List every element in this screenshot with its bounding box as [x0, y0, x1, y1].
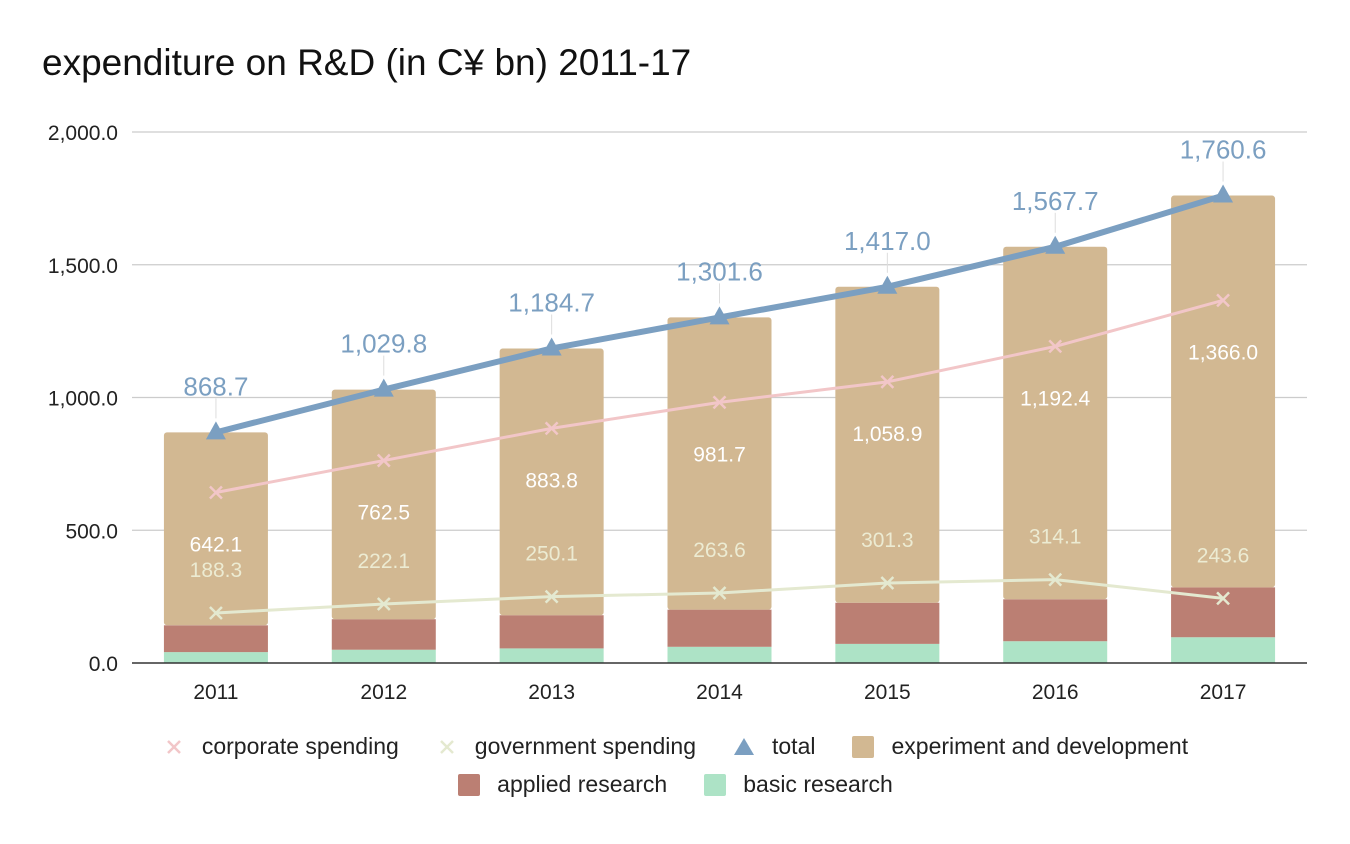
triangle-marker-icon [732, 735, 756, 759]
bar-experiment-and-development [835, 286, 940, 603]
legend-row-1: corporate spending government spending t… [0, 733, 1350, 760]
point-corporate-spending [376, 453, 391, 468]
data-label-total: 1,301.6 [676, 256, 763, 286]
point-corporate-spending [1048, 339, 1063, 354]
bar-basic-research [331, 649, 436, 663]
y-tick-label: 500.0 [65, 520, 118, 543]
bar-applied-research [835, 602, 940, 644]
data-label-corporate-spending: 1,366.0 [1188, 341, 1258, 364]
data-label-corporate-spending: 1,058.9 [852, 423, 922, 446]
bar-experiment-and-development [1003, 246, 1108, 600]
legend-row-2: applied research basic research [0, 771, 1350, 798]
data-label-government-spending: 314.1 [1029, 526, 1082, 549]
data-label-total: 1,567.7 [1012, 186, 1099, 216]
bar-basic-research [835, 643, 940, 663]
legend-item-experiment-and-development[interactable]: experiment and development [851, 733, 1188, 760]
y-tick-label: 0.0 [89, 653, 118, 676]
point-corporate-spending [712, 395, 727, 410]
x-tick-label: 2017 [1200, 681, 1247, 704]
square-marker-icon [457, 773, 481, 797]
legend-item-corporate-spending[interactable]: corporate spending [162, 733, 399, 760]
data-label-government-spending: 243.6 [1197, 544, 1250, 567]
y-tick-label: 2,000.0 [48, 122, 118, 145]
legend-label: applied research [497, 771, 668, 797]
bar-basic-research [1003, 641, 1108, 663]
x-tick-label: 2011 [193, 681, 238, 704]
legend-label: total [772, 733, 816, 759]
legend-label: basic research [743, 771, 893, 797]
bar-applied-research [499, 615, 604, 649]
bar-experiment-and-development [1171, 195, 1276, 588]
y-tick-label: 1,000.0 [48, 388, 118, 411]
x-tick-label: 2014 [696, 681, 743, 704]
data-label-corporate-spending: 642.1 [190, 534, 243, 557]
bar-applied-research [667, 609, 772, 647]
square-marker-icon [851, 735, 875, 759]
data-label-government-spending: 263.6 [693, 539, 746, 562]
legend-label: corporate spending [201, 733, 399, 759]
bar-applied-research [331, 619, 436, 650]
square-marker-icon [703, 773, 727, 797]
x-marker-icon [435, 735, 459, 759]
bar-basic-research [163, 652, 268, 663]
data-label-corporate-spending: 1,192.4 [1020, 387, 1090, 410]
bar-basic-research [1171, 637, 1276, 663]
data-label-total: 1,184.7 [508, 287, 595, 317]
x-tick-label: 2016 [1032, 681, 1079, 704]
bar-experiment-and-development [331, 389, 436, 620]
point-total [373, 378, 394, 397]
x-marker-icon [162, 735, 186, 759]
data-label-total: 1,417.0 [844, 226, 931, 256]
point-total [1213, 184, 1234, 203]
point-total [709, 306, 730, 325]
point-corporate-spending [1216, 293, 1230, 308]
bar-applied-research [163, 625, 268, 653]
data-label-corporate-spending: 762.5 [358, 502, 411, 525]
data-label-government-spending: 188.3 [190, 559, 243, 582]
point-total [541, 337, 562, 356]
data-label-total: 868.7 [183, 371, 248, 401]
point-total [205, 421, 226, 440]
legend-item-basic-research[interactable]: basic research [703, 771, 893, 798]
data-label-government-spending: 301.3 [861, 529, 914, 552]
bar-basic-research [499, 648, 604, 663]
point-corporate-spending [209, 485, 223, 500]
x-tick-label: 2013 [528, 681, 575, 704]
data-label-corporate-spending: 883.8 [525, 469, 578, 492]
legend-label: government spending [474, 733, 696, 759]
legend-item-applied-research[interactable]: applied research [457, 771, 667, 798]
data-label-total: 1,760.6 [1180, 135, 1267, 165]
point-government-spending [376, 597, 391, 611]
data-label-total: 1,029.8 [340, 329, 427, 359]
point-government-spending [880, 576, 895, 590]
legend-item-total[interactable]: total [732, 733, 815, 760]
point-total [1045, 235, 1066, 254]
bar-experiment-and-development [163, 432, 268, 626]
point-government-spending [1216, 591, 1230, 606]
bar-experiment-and-development [499, 348, 604, 616]
x-tick-label: 2012 [360, 681, 407, 704]
y-tick-label: 1,500.0 [48, 255, 118, 278]
bar-basic-research [667, 646, 772, 663]
bar-experiment-and-development [667, 317, 772, 610]
point-government-spending [209, 606, 223, 620]
point-government-spending [712, 586, 727, 600]
legend-label: experiment and development [891, 733, 1189, 759]
data-label-government-spending: 222.1 [358, 550, 411, 573]
point-corporate-spending [880, 374, 895, 389]
point-corporate-spending [544, 421, 559, 436]
data-label-government-spending: 250.1 [525, 543, 578, 566]
legend-item-government-spending[interactable]: government spending [435, 733, 696, 760]
bar-applied-research [1003, 599, 1108, 642]
data-label-corporate-spending: 981.7 [693, 443, 746, 466]
point-government-spending [544, 589, 559, 604]
chart-title: expenditure on R&D (in C¥ bn) 2011-17 [42, 42, 692, 83]
point-government-spending [1048, 572, 1063, 587]
x-tick-label: 2015 [864, 681, 911, 704]
point-total [877, 275, 898, 294]
